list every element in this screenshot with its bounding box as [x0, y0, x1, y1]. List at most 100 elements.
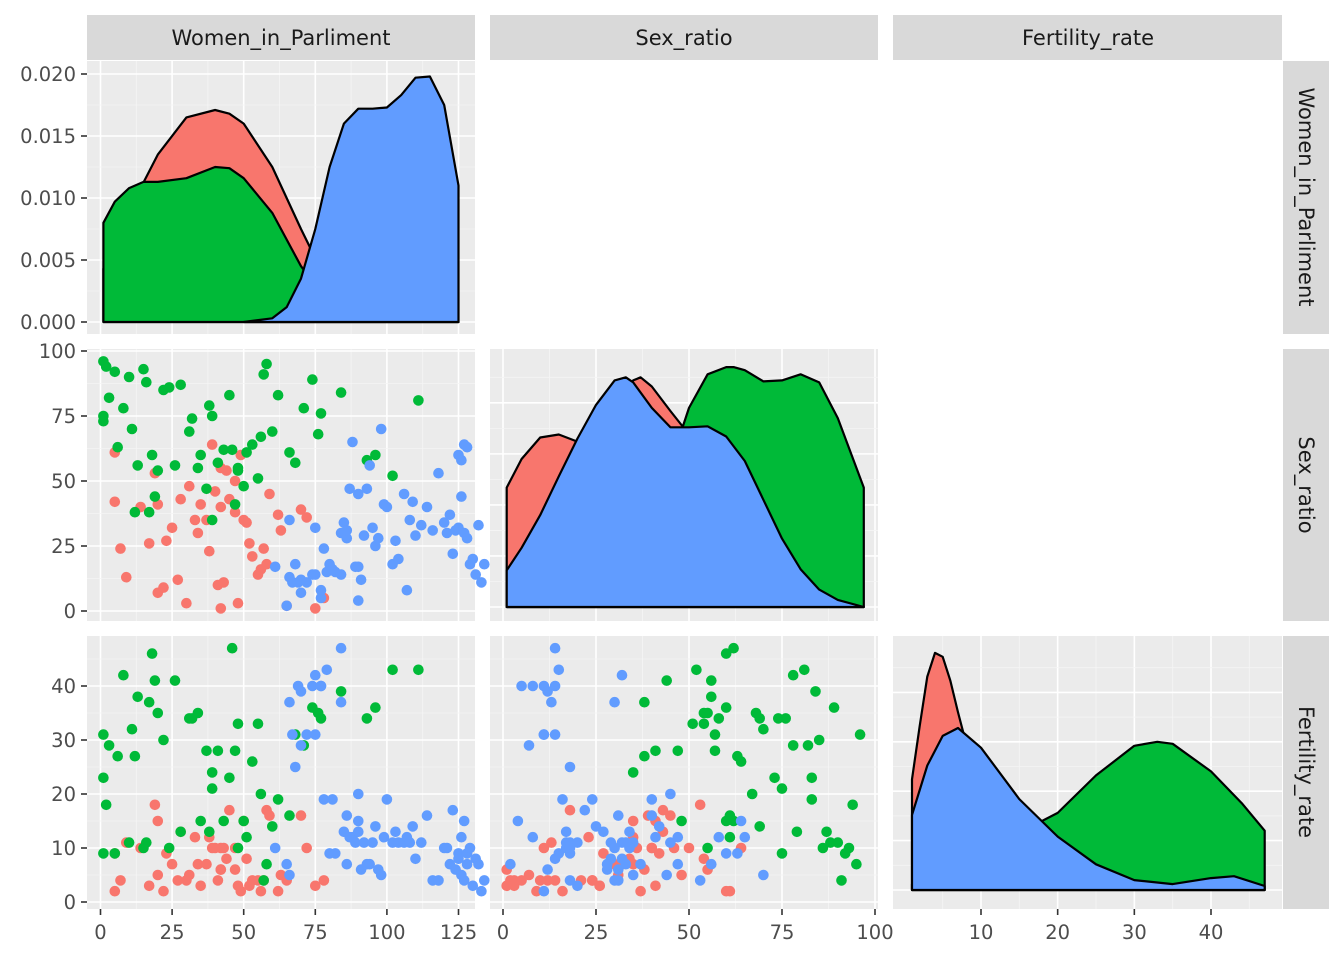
panel-women-vs-fert-point-g3-5 — [290, 761, 301, 773]
x-tick-label-col1-3: 75 — [303, 921, 328, 944]
panel-women-vs-sex-point-g2-23 — [186, 413, 198, 424]
panel-women-vs-fert-point-g2-4 — [103, 740, 115, 751]
panel-women-vs-fert-point-g1-28 — [221, 853, 232, 865]
panel-sex-vs-fert-point-g3-7 — [542, 686, 553, 697]
panel-women-vs-fert-point-g3-48 — [410, 853, 421, 865]
panel-women-vs-fert-point-g1-35 — [241, 853, 252, 865]
panel-women-vs-sex-point-g1-44 — [275, 525, 287, 536]
x-tick-label-col1-4: 100 — [368, 921, 405, 944]
panel-women-vs-sex-point-g2-7 — [118, 402, 129, 414]
panel-sex-vs-fert-point-g2-52 — [810, 686, 821, 697]
panel-women-vs-fert-point-g2-1 — [98, 772, 109, 784]
y-tick-label-fert-3: 30 — [51, 729, 76, 752]
panel-women-vs-sex-point-g1-31 — [229, 506, 241, 518]
x-tick-label-col3-1: 20 — [1045, 921, 1070, 944]
panel-women-vs-sex-point-g3-42 — [390, 535, 401, 547]
panel-women-vs-sex-point-g3-55 — [444, 509, 456, 521]
panel-women-vs-fert-point-g3-62 — [458, 815, 470, 827]
panel-women-vs-sex-point-g2-21 — [175, 379, 186, 391]
panel-women-vs-sex-point-g3-40 — [381, 501, 393, 513]
panel-sex-vs-fert-point-g2-15 — [720, 648, 732, 659]
panel-women-vs-sex-point-g3-9 — [301, 577, 313, 588]
strip-top-1-label: Women_in_Parliment — [171, 26, 390, 51]
panel-women-vs-fert-point-g3-4 — [287, 729, 298, 740]
panel-sex-vs-fert-point-g1-39 — [557, 885, 568, 897]
panel-women-vs-sex-point-g3-31 — [355, 574, 367, 586]
panel-women-vs-fert-point-g3-12 — [310, 669, 321, 681]
panel-women-vs-sex-point-g1-43 — [272, 509, 284, 521]
panel-women-vs-sex-point-g3-8 — [295, 587, 307, 599]
strip-top-3 — [893, 15, 1282, 60]
panel-women-vs-sex-point-g2-5 — [109, 366, 121, 378]
panel-women-vs-fert-point-g2-29 — [206, 767, 218, 778]
panel-sex-vs-fert-point-g2-8 — [832, 837, 844, 848]
panel-sex-vs-fert-point-g1-20 — [583, 831, 594, 843]
panel-sex-vs-fert-point-g3-66 — [564, 842, 576, 854]
panel-women-vs-fert-point-g2-20 — [169, 675, 181, 686]
strip-right-3-label: Fertility_rate — [1293, 706, 1318, 838]
panel-women-vs-sex-point-g1-22 — [209, 486, 221, 497]
panel-women-vs-fert-point-g2-41 — [255, 788, 267, 800]
panel-women-vs-sex-point-g2-30 — [212, 457, 224, 469]
panel-women-vs-sex-point-g3-71 — [479, 558, 490, 570]
panel-sex-vs-fert-point-g2-40 — [687, 718, 698, 730]
panel-sex-vs-fert-point-g3-70 — [538, 885, 550, 897]
panel-women-vs-sex-point-g2-50 — [312, 428, 324, 440]
panel-women-vs-fert-point-g2-30 — [212, 745, 224, 757]
panel-women-vs-sex-point-g2-1 — [98, 415, 109, 427]
panel-women-vs-sex-point-g1-13 — [175, 493, 186, 505]
panel-women-vs-fert-point-g2-26 — [201, 745, 212, 757]
panel-women-vs-sex-point-g2-16 — [149, 491, 161, 502]
panel-women-vs-fert-point-g2-45 — [272, 794, 284, 805]
panel-women-vs-sex-point-g2-40 — [252, 473, 264, 484]
panel-women-vs-fert-point-g2-35 — [232, 718, 244, 730]
panel-women-vs-fert-point-g3-35 — [367, 837, 378, 848]
panel-women-vs-fert-point-g2-38 — [241, 831, 252, 843]
panel-sex-vs-fert-point-g1-12 — [542, 875, 553, 886]
panel-women-vs-fert-point-g3-42 — [390, 826, 401, 838]
panel-women-vs-fert-point-g2-17 — [152, 707, 164, 719]
panel-women-vs-fert-point-g2-18 — [158, 734, 169, 746]
panel-women-vs-sex-point-g3-53 — [438, 517, 450, 528]
panel-women-vs-fert-point-g3-15 — [318, 794, 330, 805]
panel-women-vs-sex-point-g3-56 — [447, 548, 459, 560]
panel-sex-vs-fert-point-g3-34 — [706, 858, 717, 870]
panel-women-vs-fert-point-g3-66 — [464, 842, 476, 854]
panel-women-vs-sex-point-g2-49 — [307, 374, 318, 385]
panel-women-vs-sex-point-g2-3 — [100, 361, 112, 372]
panel-women-vs-fert-point-g1-31 — [229, 864, 241, 875]
panel-women-vs-fert-point-g2-40 — [252, 718, 264, 730]
panel-women-vs-fert-point-g1-47 — [301, 842, 313, 854]
panel-sex-vs-fert-point-g2-1 — [769, 772, 780, 784]
panel-women-vs-sex-point-g3-52 — [433, 467, 444, 479]
panel-women-vs-fert-point-g3-29 — [353, 815, 364, 827]
panel-sex-vs-fert-point-g3-16 — [553, 664, 565, 676]
y-tick-label-sex-0: 0 — [64, 600, 76, 623]
panel-women-vs-sex-point-g3-0 — [269, 561, 281, 573]
x-tick-label-col2-4: 100 — [856, 921, 893, 944]
panel-women-vs-sex-point-g3-26 — [347, 436, 358, 448]
panel-women-vs-fert-point-g3-27 — [350, 837, 361, 848]
panel-women-vs-sex-point-g3-54 — [441, 527, 453, 539]
panel-women-vs-fert-point-g3-14 — [315, 680, 327, 692]
panel-women-vs-fert-point-g2-16 — [149, 675, 161, 686]
panel-women-vs-sex-point-g2-29 — [206, 514, 218, 526]
panel-sex-vs-fert-point-g3-18 — [557, 794, 568, 805]
panel-sex-vs-fert-point-g1-49 — [516, 875, 527, 886]
panel-women-vs-sex-point-g3-1 — [281, 600, 293, 612]
panel-sex-vs-fert-point-g1-6 — [694, 799, 706, 811]
panel-women-vs-fert-point-g2-8 — [123, 837, 135, 848]
panel-sex-vs-fert-point-g2-24 — [702, 707, 713, 719]
panel-sex-vs-fert-point-g2-45 — [806, 794, 818, 805]
panel-sex-vs-fert-point-g1-29 — [657, 804, 669, 816]
panel-sex-vs-fert-point-g3-11 — [549, 729, 561, 740]
strip-top-2-label: Sex_ratio — [635, 26, 732, 51]
panel-women-vs-fert-point-g3-50 — [421, 810, 433, 821]
x-tick-label-col3-3: 40 — [1199, 921, 1224, 944]
panel-sex-vs-fert-point-g2-29 — [627, 767, 639, 778]
panel-women-vs-sex-point-g1-46 — [295, 504, 307, 515]
panel-women-vs-fert-point-g1-26 — [215, 864, 227, 875]
panel-women-vs-sex-point-g2-33 — [226, 444, 238, 456]
panel-women-vs-sex-point-g2-19 — [163, 382, 175, 393]
panel-women-vs-sex-point-g3-44 — [398, 488, 410, 500]
